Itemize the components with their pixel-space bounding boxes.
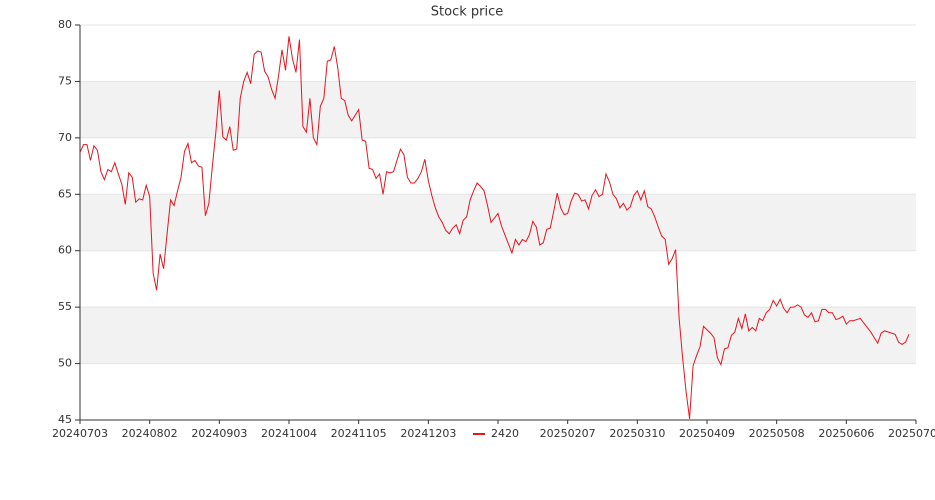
x-tick-label: 20240802 — [122, 427, 178, 440]
x-tick-label: 20241203 — [400, 427, 456, 440]
y-tick-label: 60 — [58, 244, 72, 257]
y-tick-label: 75 — [58, 74, 72, 87]
y-tick-label: 65 — [58, 187, 72, 200]
line-series — [79, 36, 910, 419]
x-tick-label: 20241105 — [331, 427, 387, 440]
x-tick-label: 20241004 — [261, 427, 317, 440]
x-tick-label: 20250207 — [540, 427, 596, 440]
x-tick-label: 20250310 — [609, 427, 665, 440]
y-tick-label: 45 — [58, 413, 72, 426]
x-tick-label: 20250508 — [749, 427, 805, 440]
legend-box — [467, 426, 527, 442]
legend: 2420 — [467, 426, 527, 442]
x-tick-label: 20240703 — [52, 427, 108, 440]
y-tick-label: 55 — [58, 300, 72, 313]
x-tick-label: 20240903 — [191, 427, 247, 440]
x-tick-label: 20250704 — [888, 427, 935, 440]
x-tick-label: 20250606 — [818, 427, 874, 440]
band — [80, 81, 916, 138]
y-tick-label: 50 — [58, 357, 72, 370]
chart-title: Stock price — [431, 5, 503, 20]
y-tick-label: 80 — [58, 18, 72, 31]
band — [80, 194, 916, 251]
legend-label: 2420 — [491, 427, 519, 440]
band — [80, 307, 916, 364]
y-tick-label: 70 — [58, 131, 72, 144]
x-tick-label: 20250409 — [679, 427, 735, 440]
